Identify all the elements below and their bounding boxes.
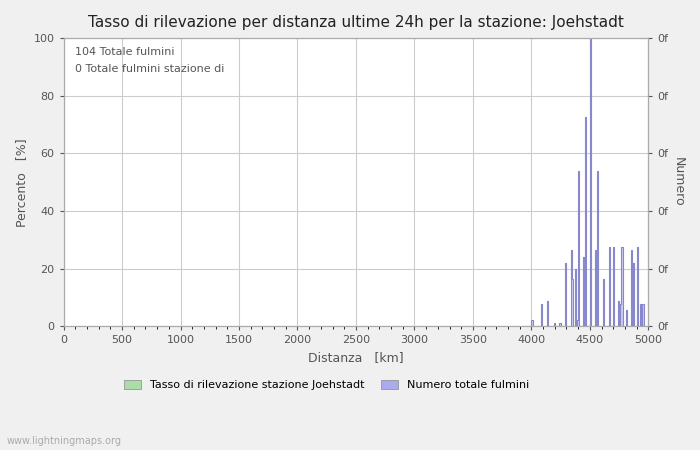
- Text: 104 Totale fulmini: 104 Totale fulmini: [76, 47, 175, 57]
- Polygon shape: [526, 38, 648, 326]
- Y-axis label: Numero: Numero: [672, 158, 685, 207]
- Text: www.lightningmaps.org: www.lightningmaps.org: [7, 436, 122, 446]
- X-axis label: Distanza   [km]: Distanza [km]: [308, 351, 404, 364]
- Title: Tasso di rilevazione per distanza ultime 24h per la stazione: Joehstadt: Tasso di rilevazione per distanza ultime…: [88, 15, 624, 30]
- Y-axis label: Percento   [%]: Percento [%]: [15, 138, 28, 226]
- Legend: Tasso di rilevazione stazione Joehstadt, Numero totale fulmini: Tasso di rilevazione stazione Joehstadt,…: [120, 375, 533, 395]
- Text: 0 Totale fulmini stazione di: 0 Totale fulmini stazione di: [76, 64, 225, 74]
